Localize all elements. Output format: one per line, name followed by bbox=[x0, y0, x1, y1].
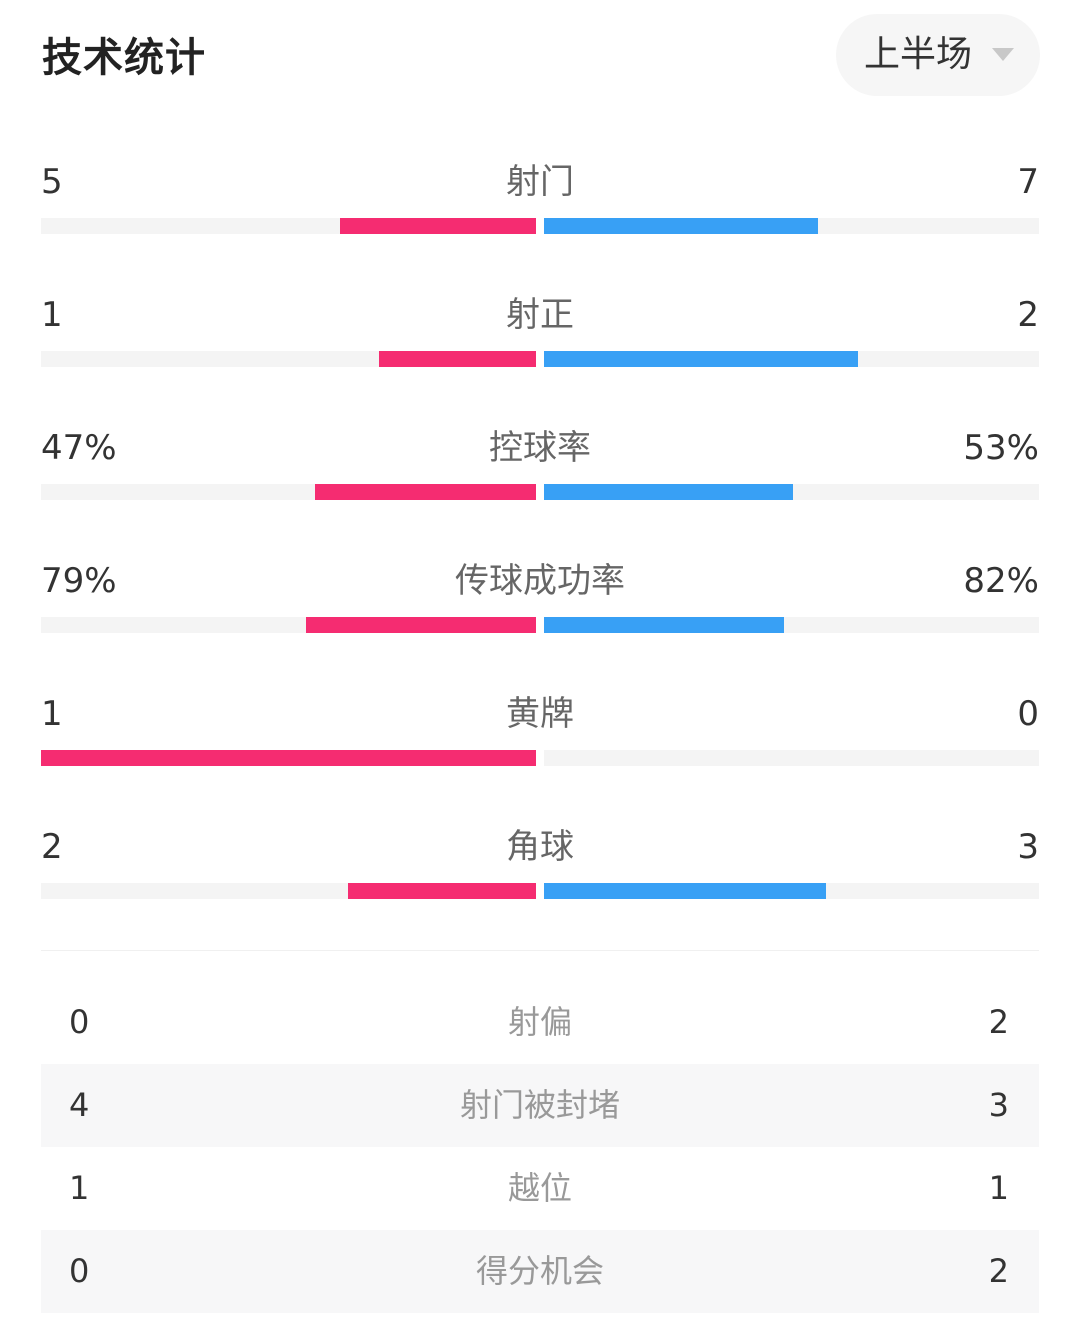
home-bar-track bbox=[41, 883, 536, 899]
away-value: 0 bbox=[1017, 694, 1039, 734]
home-bar-fill bbox=[315, 484, 536, 500]
away-value: 2 bbox=[988, 1252, 1009, 1290]
home-bar-fill bbox=[348, 883, 536, 899]
home-bar-track bbox=[41, 750, 536, 766]
home-value: 5 bbox=[41, 162, 63, 202]
away-value: 82% bbox=[963, 561, 1039, 601]
stat-label: 射正 bbox=[506, 295, 574, 335]
home-value: 1 bbox=[69, 1169, 90, 1207]
away-bar-fill bbox=[544, 351, 858, 367]
away-value: 3 bbox=[988, 1086, 1009, 1124]
home-value: 4 bbox=[69, 1086, 90, 1124]
away-value: 2 bbox=[988, 1003, 1009, 1041]
away-bar-fill bbox=[544, 883, 826, 899]
away-value: 3 bbox=[1017, 827, 1039, 867]
away-bar-track bbox=[544, 750, 1039, 766]
home-bar-track bbox=[41, 617, 536, 633]
period-label: 上半场 bbox=[864, 34, 973, 75]
away-bar-track bbox=[544, 617, 1039, 633]
stat-label: 角球 bbox=[506, 827, 574, 867]
stat-label: 射门 bbox=[506, 162, 574, 202]
away-bar-track bbox=[544, 351, 1039, 367]
home-value: 47% bbox=[41, 428, 117, 468]
home-bar-track bbox=[41, 351, 536, 367]
home-bar-fill bbox=[306, 617, 536, 633]
section-divider bbox=[41, 950, 1039, 951]
away-bar-track bbox=[544, 883, 1039, 899]
table-row: 0 得分机会 2 bbox=[41, 1230, 1039, 1313]
home-bar-fill bbox=[379, 351, 536, 367]
away-bar-fill bbox=[544, 218, 818, 234]
page-title: 技术统计 bbox=[42, 35, 206, 81]
away-value: 1 bbox=[988, 1169, 1009, 1207]
away-bar-fill bbox=[544, 484, 793, 500]
home-value: 2 bbox=[41, 827, 63, 867]
home-value: 79% bbox=[41, 561, 117, 601]
home-bar-track bbox=[41, 218, 536, 234]
away-value: 53% bbox=[963, 428, 1039, 468]
stat-row: 5 射门 7 bbox=[41, 158, 1039, 258]
stat-label: 射门被封堵 bbox=[459, 1086, 620, 1124]
home-bar-fill bbox=[340, 218, 536, 234]
stat-row: 1 黄牌 0 bbox=[41, 690, 1039, 790]
stat-row: 47% 控球率 53% bbox=[41, 424, 1039, 524]
stat-label: 射偏 bbox=[507, 1003, 572, 1041]
stat-label: 越位 bbox=[507, 1169, 572, 1207]
table-row: 1 越位 1 bbox=[41, 1147, 1039, 1230]
home-bar-fill bbox=[41, 750, 536, 766]
home-value: 1 bbox=[41, 295, 63, 335]
table-row: 4 射门被封堵 3 bbox=[41, 1064, 1039, 1147]
away-bar-fill bbox=[544, 617, 784, 633]
period-selector[interactable]: 上半场 bbox=[836, 14, 1040, 96]
away-value: 2 bbox=[1017, 295, 1039, 335]
stat-label: 黄牌 bbox=[506, 694, 574, 734]
home-value: 1 bbox=[41, 694, 63, 734]
home-value: 0 bbox=[69, 1003, 90, 1041]
away-bar-track bbox=[544, 218, 1039, 234]
away-value: 7 bbox=[1017, 162, 1039, 202]
stat-row: 2 角球 3 bbox=[41, 823, 1039, 923]
caret-down-icon bbox=[992, 48, 1014, 61]
away-bar-track bbox=[544, 484, 1039, 500]
stat-row: 79% 传球成功率 82% bbox=[41, 557, 1039, 657]
stat-label: 得分机会 bbox=[475, 1252, 604, 1290]
stat-label: 控球率 bbox=[489, 428, 591, 468]
home-value: 0 bbox=[69, 1252, 90, 1290]
stat-row: 1 射正 2 bbox=[41, 291, 1039, 391]
home-bar-track bbox=[41, 484, 536, 500]
table-row: 0 射偏 2 bbox=[41, 981, 1039, 1064]
stat-label: 传球成功率 bbox=[455, 561, 625, 601]
